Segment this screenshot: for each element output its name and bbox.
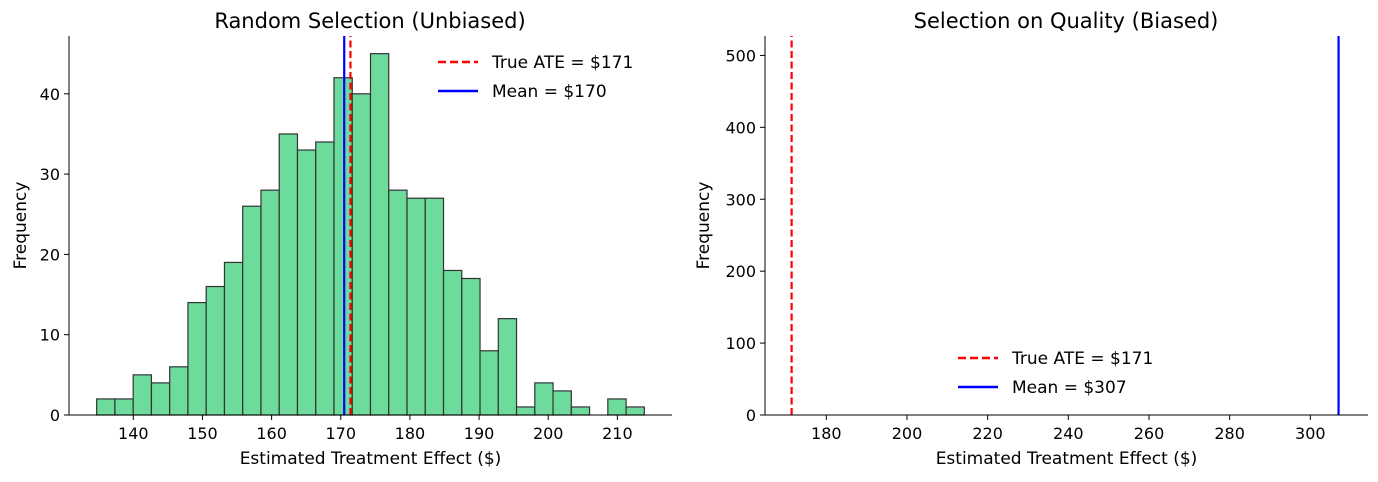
- y-tick-label: 400: [725, 118, 756, 137]
- histogram-bar: [534, 382, 554, 416]
- y-tick-label: 30: [40, 165, 60, 184]
- histogram-bar: [552, 390, 572, 416]
- histogram-bar: [515, 406, 536, 416]
- x-tick-label: 200: [533, 424, 564, 443]
- x-tick-label: 150: [187, 424, 218, 443]
- histogram-bar: [461, 277, 481, 416]
- chart-1: 180 200 220 240 260 280 300 0 100 200 300 400 500 Sel…: [694, 9, 1368, 469]
- x-tick-label: 200: [892, 424, 923, 443]
- legend-label: True ATE = $171: [1011, 349, 1153, 369]
- histogram-bar: [132, 374, 153, 416]
- histogram-bar: [187, 301, 207, 416]
- histogram-bar: [369, 53, 390, 416]
- x-tick-label: 210: [602, 424, 633, 443]
- y-tick-label: 0: [746, 406, 756, 425]
- y-tick-label: 10: [40, 326, 60, 345]
- histogram-bar: [424, 197, 445, 416]
- histogram-bar: [96, 398, 116, 416]
- y-tick-label: 300: [725, 190, 756, 209]
- histogram-bar: [479, 350, 499, 416]
- x-tick-label: 260: [1134, 424, 1165, 443]
- y-tick-label: 40: [40, 85, 60, 104]
- histogram-bar: [242, 205, 262, 416]
- x-tick-label: 280: [1214, 424, 1245, 443]
- chart-title: Selection on Quality (Biased): [914, 9, 1219, 33]
- y-tick-label: 0: [50, 406, 60, 425]
- histogram-bar: [607, 398, 627, 416]
- chart-0: 140 150 160 170 180 190 200 210 0 10 20 30 40 Random …: [11, 9, 672, 469]
- x-tick-label: 170: [325, 424, 356, 443]
- histogram-bar: [169, 366, 189, 416]
- x-tick-label: 190: [464, 424, 495, 443]
- x-tick-label: 180: [811, 424, 842, 443]
- histogram-bar: [625, 406, 645, 416]
- legend-label: Mean = $170: [492, 82, 607, 102]
- x-tick-label: 160: [256, 424, 287, 443]
- histogram-bar: [296, 149, 317, 416]
- x-tick-label: 240: [1053, 424, 1084, 443]
- histogram-bar: [406, 197, 426, 416]
- y-tick-label: 20: [40, 245, 60, 264]
- x-axis-label: Estimated Treatment Effect ($): [936, 449, 1198, 469]
- x-tick-label: 180: [395, 424, 426, 443]
- histogram-bar: [260, 189, 280, 416]
- x-tick-label: 300: [1295, 424, 1326, 443]
- histogram-bar: [351, 93, 372, 416]
- histogram-bar: [223, 261, 244, 416]
- y-tick-label: 100: [725, 334, 756, 353]
- x-axis-label: Estimated Treatment Effect ($): [240, 449, 502, 469]
- histogram-bar: [497, 318, 518, 416]
- legend-label: Mean = $307: [1012, 378, 1127, 398]
- y-tick-label: 500: [725, 46, 756, 65]
- chart-title: Random Selection (Unbiased): [214, 9, 525, 33]
- histogram-bar: [315, 141, 335, 416]
- y-tick-label: 200: [725, 262, 756, 281]
- histogram-bar: [278, 133, 299, 416]
- histogram-bar: [114, 398, 134, 416]
- x-tick-label: 220: [972, 424, 1003, 443]
- histogram-bar: [570, 406, 591, 416]
- histogram-bar: [442, 269, 463, 416]
- histogram-bar: [388, 189, 408, 416]
- x-tick-label: 140: [118, 424, 149, 443]
- histogram-bar: [205, 285, 226, 416]
- y-axis-label: Frequency: [11, 182, 31, 270]
- legend-label: True ATE = $171: [491, 53, 633, 73]
- histogram-bar: [150, 382, 171, 416]
- y-axis-label: Frequency: [694, 182, 714, 270]
